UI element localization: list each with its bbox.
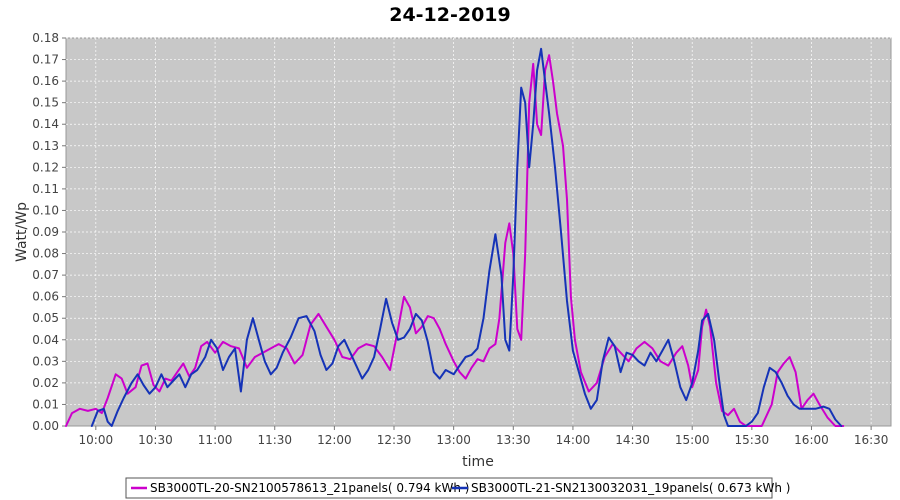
y-tick-label: 0.15: [32, 96, 59, 110]
series-line-2: [90, 47, 843, 427]
y-tick-label: 0.10: [32, 203, 59, 217]
x-tick-label: 10:00: [79, 433, 114, 447]
y-tick-label: 0.13: [32, 139, 59, 153]
x-tick-label: 15:00: [675, 433, 710, 447]
y-axis-label: Watt/Wp: [14, 202, 30, 262]
y-tick-label: 0.09: [32, 225, 59, 239]
x-tick-label: 11:30: [257, 433, 292, 447]
x-tick-label: 14:30: [615, 433, 650, 447]
x-tick-label: 16:00: [794, 433, 829, 447]
x-tick-label: 14:00: [556, 433, 591, 447]
y-tick-label: 0.07: [32, 268, 59, 282]
x-axis-ticks: 10:00 10:30 11:00 11:30 12:00 12:30 13:00 13:30…: [79, 426, 889, 447]
x-tick-label: 11:00: [198, 433, 233, 447]
y-tick-label: 0.18: [32, 31, 59, 45]
y-tick-label: 0.04: [32, 333, 59, 347]
y-tick-label: 0.12: [32, 160, 59, 174]
y-tick-label: 0.08: [32, 247, 59, 261]
legend-label-series-2: SB3000TL-21-SN2130032031_19panels( 0.673…: [471, 481, 790, 495]
legend: SB3000TL-20-SN2100578613_21panels( 0.794…: [125, 477, 790, 499]
x-tick-label: 15:30: [735, 433, 770, 447]
x-tick-label: 10:30: [138, 433, 173, 447]
y-tick-label: 0.14: [32, 117, 59, 131]
y-tick-label: 0.11: [32, 182, 59, 196]
x-tick-label: 13:30: [496, 433, 531, 447]
x-tick-label: 16:30: [854, 433, 889, 447]
series-lines: [65, 47, 845, 427]
x-tick-label: 12:00: [317, 433, 352, 447]
grid-lines: [66, 37, 891, 426]
x-tick-label: 12:30: [377, 433, 412, 447]
x-axis-label: time: [462, 454, 494, 470]
y-tick-label: 0.17: [32, 53, 59, 67]
y-tick-label: 0.06: [32, 290, 59, 304]
legend-box: [125, 477, 773, 499]
x-tick-label: 13:00: [436, 433, 471, 447]
y-tick-label: 0.16: [32, 74, 59, 88]
y-tick-label: 0.01: [32, 397, 59, 411]
series-line-1: [65, 54, 845, 427]
y-tick-label: 0.00: [32, 419, 59, 433]
y-tick-label: 0.05: [32, 311, 59, 325]
legend-label-series-1: SB3000TL-20-SN2100578613_21panels( 0.794…: [150, 481, 469, 495]
chart-title: 24-12-2019: [389, 4, 511, 26]
y-axis-ticks: 0.00 0.01 0.02 0.03 0.04 0.05 0.06 0.07 0.08 0.09…: [32, 31, 66, 433]
y-tick-label: 0.02: [32, 376, 59, 390]
y-tick-label: 0.03: [32, 354, 59, 368]
